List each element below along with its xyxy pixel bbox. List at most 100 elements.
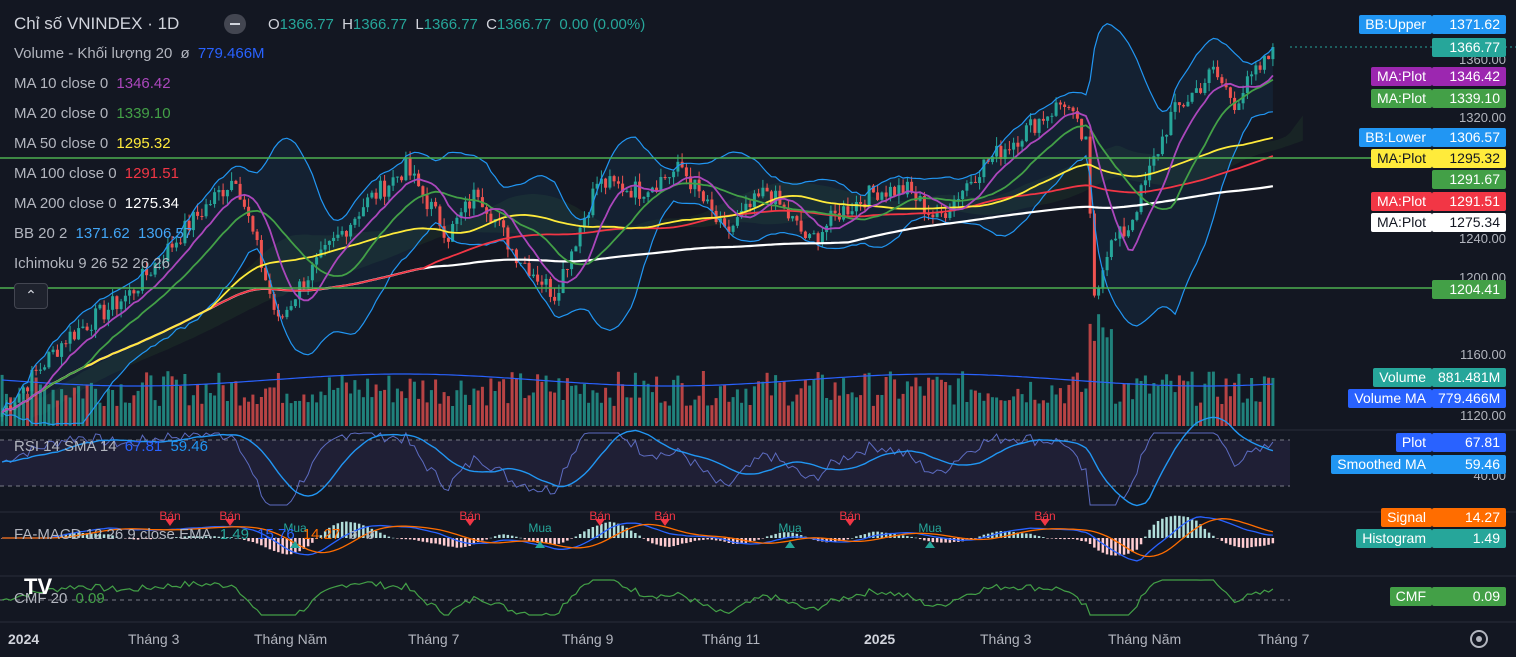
candle-body: [281, 316, 285, 318]
macd-hist-bar: [90, 533, 93, 538]
cloud-area: [32, 115, 1303, 419]
legend-macd[interactable]: FA-MACD 12 26 9 close EMA 1.49 15.76 14.…: [14, 526, 379, 543]
legend-ma50[interactable]: MA 50 close 0 1295.32: [14, 135, 175, 152]
price-axis-tick: 1320.00: [1459, 110, 1506, 125]
legend-ma10[interactable]: MA 10 close 0 1346.42: [14, 75, 175, 92]
symbol-title[interactable]: Chỉ số VNINDEX · 1D: [14, 14, 180, 33]
candle-body: [1033, 119, 1037, 133]
ma50-label: MA 50 close 0: [14, 135, 109, 152]
candle-body: [106, 309, 110, 320]
macd-hist-bar: [867, 532, 871, 538]
settings-gear-icon[interactable]: [1470, 630, 1488, 648]
volume-bar: [446, 396, 450, 426]
legend-ma100[interactable]: MA 100 close 0 1291.51: [14, 165, 183, 182]
volume-bar: [612, 405, 616, 426]
macd-hist-bar: [81, 533, 85, 538]
legend-ma20[interactable]: MA 20 close 0 1339.10: [14, 105, 175, 122]
macd-hist-bar: [523, 538, 527, 540]
macd-hist-bar: [124, 538, 127, 539]
macd-hist-bar: [340, 521, 344, 538]
price-tag-value: 59.46: [1432, 455, 1506, 474]
volume-bar: [1237, 373, 1241, 426]
candle-body: [221, 190, 225, 197]
candle-body: [242, 199, 246, 207]
candle-body: [268, 280, 272, 294]
legend-volume[interactable]: Volume - Khối lượng 20 ø 779.466M: [14, 45, 269, 62]
macd-hist-bar: [519, 537, 522, 539]
candle-body: [43, 367, 47, 370]
candle-body: [965, 183, 969, 191]
candle-body: [765, 187, 769, 192]
macd-hist-bar: [1003, 531, 1007, 538]
volume-bar: [115, 405, 119, 426]
candle-body: [276, 309, 280, 317]
candle-body: [540, 281, 544, 285]
volume-bar: [1122, 383, 1126, 426]
macd-hist-bar: [1029, 533, 1032, 538]
legend-bb[interactable]: BB 20 2 1371.62 1306.57: [14, 225, 196, 242]
volume-bar: [480, 386, 484, 426]
volume-bar: [786, 405, 790, 426]
volume-bar: [638, 397, 642, 426]
volume-bar: [1071, 376, 1075, 426]
legend-menu-button[interactable]: [224, 14, 246, 34]
volume-bar: [1220, 404, 1224, 426]
macd-hist-bar: [506, 534, 510, 538]
time-axis-label: Tháng 11: [702, 631, 761, 647]
volume-bar: [489, 378, 493, 426]
macd-hist-bar: [387, 536, 391, 538]
price-tag-value: 1295.32: [1432, 149, 1506, 168]
macd-hist-bar: [1114, 538, 1117, 556]
candle-body: [854, 202, 858, 212]
candle-body: [1016, 142, 1020, 147]
macd-hist-bar: [311, 538, 314, 543]
legend-rsi[interactable]: RSI 14 SMA 14 67.81 59.46: [14, 438, 212, 455]
legend-cmf[interactable]: CMF 20 0.09: [14, 590, 109, 607]
macd-hist-bar: [315, 538, 318, 539]
candle-body: [187, 220, 191, 231]
candle-body: [455, 217, 459, 224]
macd-hist-bar: [629, 530, 633, 538]
volume-label: Volume - Khối lượng 20: [14, 45, 173, 62]
candles: [0, 43, 1275, 422]
volume-bar: [217, 372, 221, 426]
volume-bar: [425, 402, 429, 426]
volume-bar: [442, 392, 446, 426]
candle-body: [391, 177, 395, 186]
price-tag-value: 1371.62: [1432, 15, 1506, 34]
volume-ma-line: [2, 373, 1273, 387]
volume-bar: [1135, 378, 1139, 426]
legend-ichimoku[interactable]: Ichimoku 9 26 52 26 26: [14, 255, 174, 272]
o-value: 1366.77: [279, 16, 334, 33]
macd-hist-bar: [595, 525, 599, 538]
candle-body: [183, 220, 187, 244]
legend-ma200[interactable]: MA 200 close 0 1275.34: [14, 195, 183, 212]
macd-hist-bar: [251, 538, 255, 542]
macd-hist-bar: [910, 536, 913, 538]
collapse-legend-button[interactable]: ⌃: [14, 283, 48, 309]
volume-bar: [391, 402, 395, 426]
volume-bar: [336, 387, 340, 426]
macd-hist-bar: [680, 538, 684, 544]
volume-bar: [77, 386, 81, 426]
candle-body: [510, 249, 514, 251]
candle-body: [1105, 257, 1109, 271]
candle-body: [1092, 213, 1096, 296]
volume-bar: [574, 385, 578, 426]
l-value: 1366.77: [423, 16, 478, 33]
candle-body: [684, 167, 688, 177]
candle-body: [608, 176, 612, 188]
tradingview-logo[interactable]: TV: [24, 574, 53, 599]
candle-body: [332, 237, 336, 241]
candle-body: [723, 218, 727, 227]
volume-bar: [132, 395, 136, 426]
price-tag-name: Histogram: [1356, 529, 1432, 548]
volume-value: 779.466M: [197, 45, 265, 62]
rsi-value: 67.81: [124, 438, 163, 455]
candle-body: [633, 181, 637, 198]
volume-bar: [871, 405, 875, 426]
volume-bar: [340, 374, 344, 426]
candle-body: [412, 173, 416, 176]
candle-body: [744, 203, 748, 211]
